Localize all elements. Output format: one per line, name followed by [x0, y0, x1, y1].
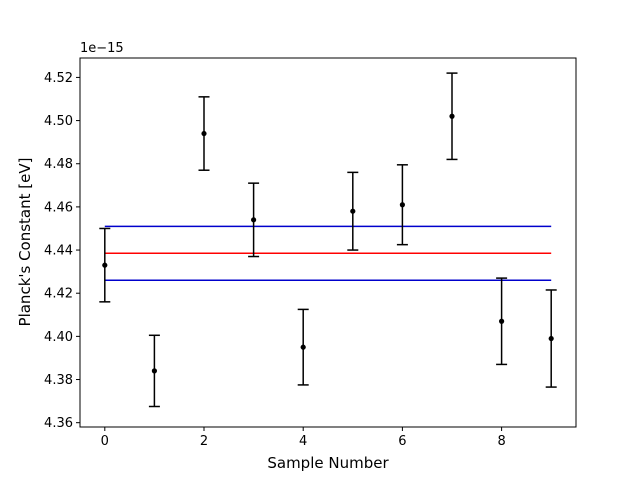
error-bar-point	[496, 277, 508, 366]
plot-area	[99, 72, 557, 408]
y-tick-label: 4.36	[44, 416, 73, 431]
data-point	[151, 368, 157, 374]
y-tick-label: 4.48	[44, 157, 73, 172]
data-point	[251, 217, 257, 223]
y-tick-label: 4.46	[44, 200, 73, 215]
x-tick-label: 6	[398, 434, 406, 449]
data-point	[499, 318, 505, 324]
y-tick-label: 4.52	[44, 71, 73, 86]
data-point	[449, 113, 455, 119]
y-tick-label: 4.50	[44, 114, 73, 129]
error-bar-point	[198, 96, 210, 171]
axes-frame	[79, 57, 577, 428]
y-tick-label: 4.40	[44, 330, 73, 345]
y-offset-label: 1e−15	[80, 41, 124, 56]
error-bar-point	[396, 164, 408, 246]
axes: 0 2 4 6 8 4.36 4.38 4.40 4.42 4.44 4.46 4.48 4.50 4.5…	[44, 57, 577, 449]
data-point	[201, 130, 207, 137]
x-tick-label: 0	[101, 434, 109, 449]
error-bar-point	[446, 72, 458, 161]
error-bar-point	[297, 308, 309, 386]
data-point	[300, 344, 306, 350]
data-point	[350, 208, 356, 214]
x-tick-label: 4	[299, 434, 307, 449]
x-tick-label: 2	[200, 434, 208, 449]
error-bar-point	[347, 171, 359, 251]
error-bar-point	[248, 182, 260, 258]
x-tick-label: 8	[497, 434, 505, 449]
y-tick-label: 4.38	[44, 373, 73, 388]
data-point	[399, 202, 405, 208]
data-point	[548, 335, 554, 342]
y-tick-label: 4.42	[44, 287, 73, 302]
y-axis-label: Planck's Constant [eV]	[16, 158, 34, 327]
error-bar-point	[545, 289, 557, 388]
x-axis-label: Sample Number	[267, 454, 389, 472]
error-bar-point	[148, 334, 160, 408]
error-bar-point	[99, 227, 111, 303]
data-point	[102, 262, 108, 268]
y-tick-label: 4.44	[44, 244, 73, 259]
